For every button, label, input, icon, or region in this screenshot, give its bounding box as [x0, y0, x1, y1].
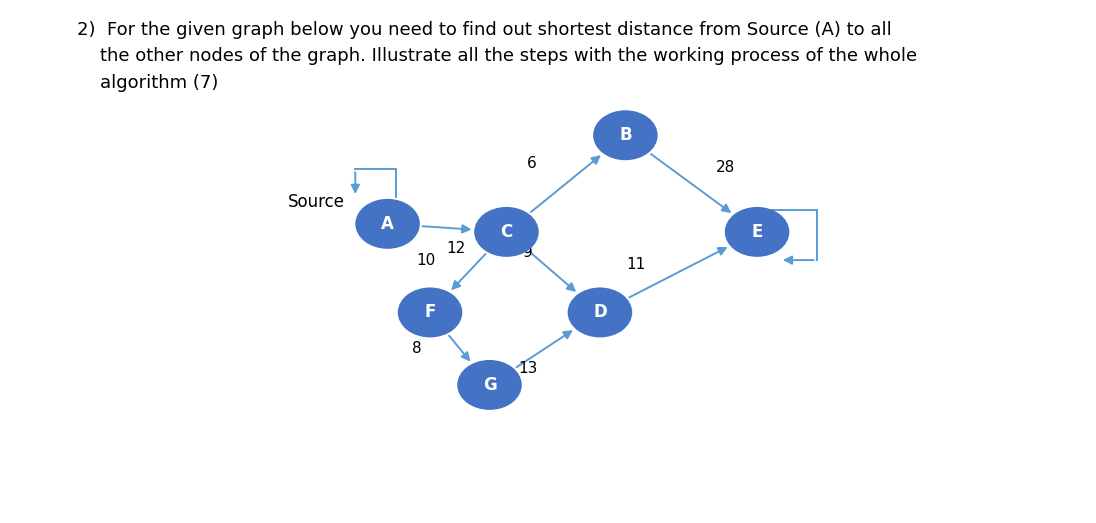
- Text: A: A: [381, 215, 393, 233]
- Text: Source: Source: [288, 192, 345, 211]
- Text: 2)  For the given graph below you need to find out shortest distance from Source: 2) For the given graph below you need to…: [77, 21, 917, 92]
- Text: E: E: [752, 223, 763, 241]
- Text: 28: 28: [716, 160, 734, 175]
- Ellipse shape: [398, 288, 463, 337]
- Text: 12: 12: [446, 241, 465, 256]
- Text: G: G: [482, 376, 496, 394]
- Ellipse shape: [593, 110, 658, 160]
- Text: F: F: [424, 303, 436, 322]
- Text: B: B: [619, 126, 631, 144]
- Text: 11: 11: [627, 257, 646, 271]
- Ellipse shape: [475, 207, 539, 257]
- Ellipse shape: [355, 199, 420, 249]
- Text: 10: 10: [416, 253, 435, 268]
- Ellipse shape: [724, 207, 789, 257]
- Text: 8: 8: [412, 341, 422, 356]
- Text: D: D: [593, 303, 607, 322]
- Ellipse shape: [457, 360, 522, 410]
- Text: C: C: [501, 223, 513, 241]
- Text: 6: 6: [527, 156, 537, 171]
- Text: 9: 9: [523, 245, 533, 259]
- Text: 13: 13: [518, 361, 537, 377]
- Ellipse shape: [568, 288, 632, 337]
